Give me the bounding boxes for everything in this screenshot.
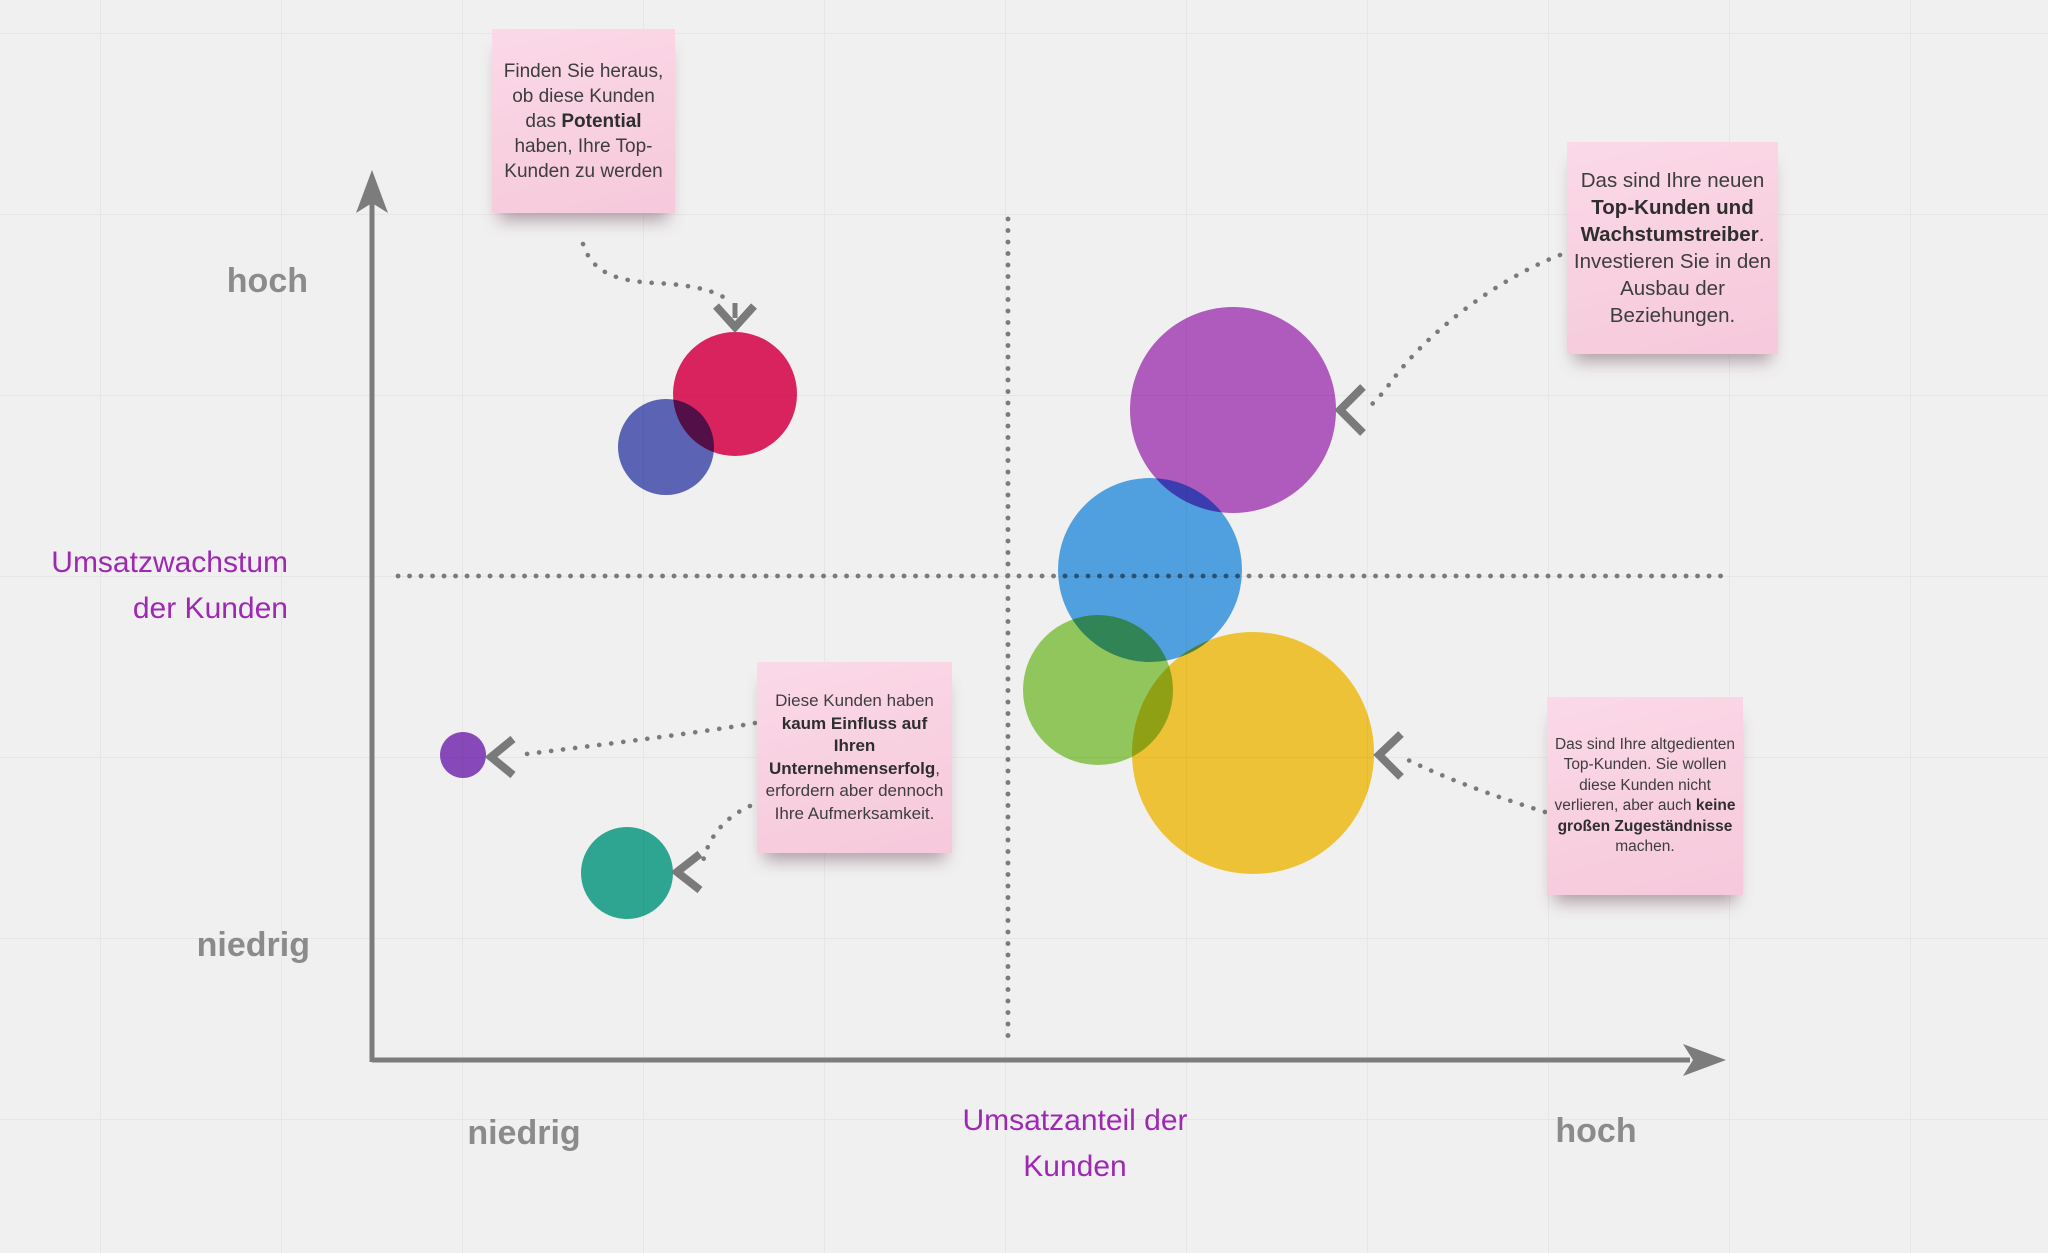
y-axis-title-line1: Umsatzwachstum — [51, 546, 288, 579]
y-axis-title-line2: der Kunden — [132, 592, 288, 625]
sticky-note-low-impact[interactable]: Diese Kunden haben kaum Einfluss auf Ihr… — [757, 662, 952, 853]
sticky-text-segment-bold: Potential — [561, 110, 642, 132]
sticky-text-segment: . Investieren Sie in den Ausbau der Bezi… — [1573, 223, 1772, 327]
bubble-indigo-potential-customer[interactable] — [618, 399, 714, 495]
arrow-left-icon — [670, 850, 703, 894]
connector-teal-dotted — [699, 803, 753, 869]
sticky-text-segment-bold: kaum Einfluss auf Ihren Unternehmenserfo… — [769, 713, 936, 778]
bubble-yellow-established-customer[interactable] — [1132, 632, 1374, 874]
sticky-note-text: Das sind Ihre neuen Top-Kunden und Wachs… — [1567, 159, 1778, 337]
sticky-text-segment: machen. — [1615, 838, 1675, 855]
connector-established-dotted — [1401, 755, 1548, 815]
arrow-down-icon — [713, 303, 757, 333]
bubble-small-purple-low-impact-customer[interactable] — [440, 732, 486, 778]
arrow-left-icon — [484, 735, 516, 779]
bubble-group — [440, 307, 1374, 919]
sticky-text-segment: Finden Sie heraus, ob diese Kunden das — [503, 60, 664, 132]
y-axis-title: Umsatzwachstum der Kunden — [0, 540, 288, 632]
sticky-note-top-customers[interactable]: Das sind Ihre neuen Top-Kunden und Wachs… — [1567, 142, 1778, 354]
x-axis-title-line1: Umsatzanteil der — [962, 1104, 1188, 1137]
sticky-note-text: Das sind Ihre altgedienten Top-Kunden. S… — [1547, 727, 1743, 866]
x-axis-label-hoch: hoch — [1555, 1112, 1637, 1150]
sticky-text-segment: haben, Ihre Top-Kunden zu werden — [504, 135, 663, 182]
y-axis-label-niedrig: niedrig — [196, 926, 310, 964]
sticky-text-segment: , erfordern aber dennoch Ihre Aufmerksam… — [765, 758, 944, 823]
sticky-text-segment: Das sind Ihre altgedienten Top-Kunden. S… — [1554, 735, 1736, 815]
sticky-note-established-customers[interactable]: Das sind Ihre altgedienten Top-Kunden. S… — [1547, 697, 1743, 895]
x-axis-title: Umsatzanteil der Kunden — [935, 1098, 1215, 1190]
connector-low-impact-dotted — [515, 720, 758, 758]
connector-top-customer-dotted — [1367, 252, 1563, 409]
sticky-text-segment: Diese Kunden haben — [775, 691, 934, 710]
sticky-note-potential[interactable]: Finden Sie heraus, ob diese Kunden das P… — [492, 29, 675, 213]
x-axis-title-line2: Kunden — [1023, 1150, 1127, 1183]
sticky-text-segment-bold: keine großen Zugeständnisse — [1557, 797, 1736, 835]
sticky-note-text: Diese Kunden haben kaum Einfluss auf Ihr… — [757, 682, 952, 833]
x-axis-arrowhead-icon — [1683, 1044, 1726, 1076]
connector-potential-dotted — [580, 241, 735, 306]
bubble-purple-top-customer[interactable] — [1130, 307, 1336, 513]
x-axis-label-niedrig: niedrig — [467, 1114, 581, 1152]
y-axis-arrowhead-icon — [356, 170, 388, 213]
sticky-text-segment: Das sind Ihre neuen — [1580, 169, 1765, 192]
arrow-left-icon — [1373, 731, 1404, 780]
arrow-left-icon — [1334, 384, 1366, 436]
sticky-note-text: Finden Sie heraus, ob diese Kunden das P… — [492, 51, 675, 192]
sticky-text-segment-bold: Top-Kunden und Wachstumstreiber — [1580, 196, 1759, 246]
bubble-teal-low-impact-customer[interactable] — [581, 827, 673, 919]
y-axis-label-hoch: hoch — [226, 262, 308, 300]
